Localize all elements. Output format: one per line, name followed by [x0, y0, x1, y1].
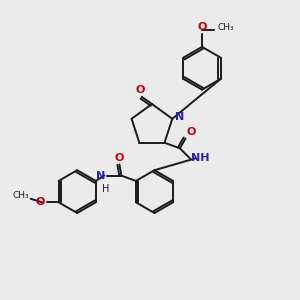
Text: O: O [136, 85, 145, 95]
Text: O: O [197, 22, 207, 32]
Text: O: O [35, 197, 44, 207]
Text: NH: NH [191, 153, 210, 164]
Text: CH₃: CH₃ [13, 191, 29, 200]
Text: N: N [96, 171, 105, 181]
Text: O: O [187, 127, 196, 137]
Text: N: N [175, 112, 184, 122]
Text: CH₃: CH₃ [218, 23, 234, 32]
Text: H: H [102, 184, 109, 194]
Text: O: O [114, 153, 124, 163]
